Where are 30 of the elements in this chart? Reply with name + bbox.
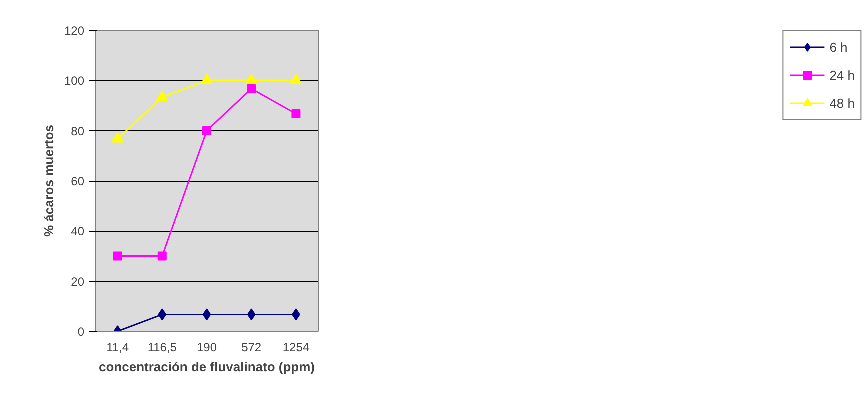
point: [201, 74, 213, 84]
y-tick-label: 60: [71, 174, 85, 188]
legend-label: 48 h: [830, 96, 855, 110]
point: [247, 308, 256, 321]
point: [246, 74, 258, 84]
point: [202, 126, 212, 136]
x-tick-label: 1254: [282, 340, 310, 354]
point: [247, 84, 256, 94]
point: [290, 74, 302, 84]
y-tick-label: 20: [71, 274, 85, 289]
y-tick-label: 0: [78, 325, 85, 339]
x-tick-label: 572: [242, 340, 262, 354]
y-tick-label: 100: [64, 74, 85, 88]
point: [158, 308, 167, 321]
y-tick-label: 80: [71, 124, 85, 138]
legend-label: 6 h: [830, 40, 849, 54]
point: [113, 252, 122, 261]
x-tick-label: 11,4: [106, 340, 130, 354]
point: [158, 252, 167, 261]
x-axis-title: concentración de fluvalinato (ppm): [99, 360, 315, 374]
point: [202, 308, 212, 321]
point: [156, 90, 168, 102]
legend-label: 24 h: [830, 68, 855, 82]
point: [112, 132, 124, 143]
point: [292, 110, 301, 119]
x-tick-label: 116,5: [148, 340, 178, 354]
y-tick-label: 120: [64, 24, 85, 38]
x-tick-label: 190: [196, 340, 218, 354]
y-tick-label: 40: [71, 224, 85, 239]
y-axis-title: % ácaros muertos: [41, 124, 56, 237]
